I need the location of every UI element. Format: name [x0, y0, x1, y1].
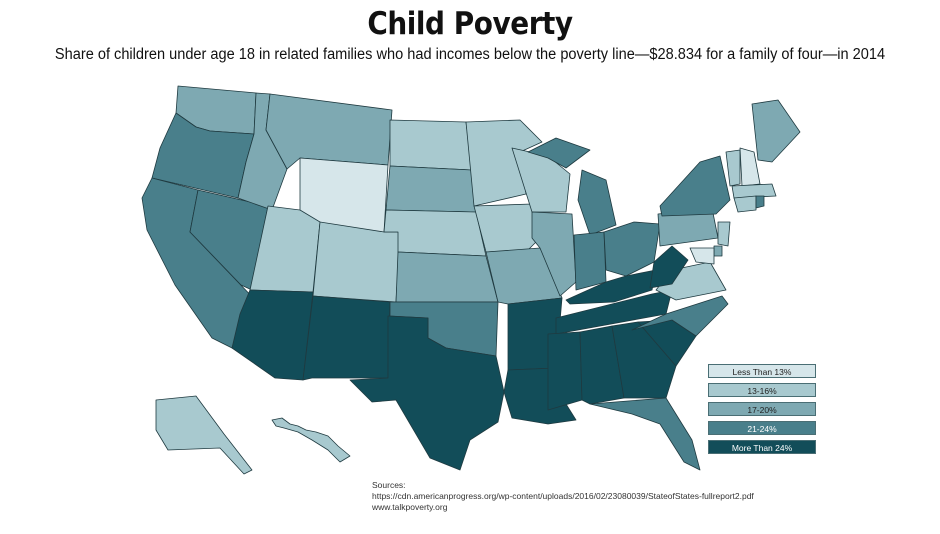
- state-de: [713, 245, 723, 257]
- state-ri: [755, 195, 765, 209]
- state-vt: [725, 149, 741, 187]
- sources-url-1: https://cdn.americanprogress.org/wp-cont…: [372, 491, 754, 501]
- state-az: [231, 289, 314, 381]
- legend-item-1: 13-16%: [708, 383, 816, 397]
- state-ct: [733, 195, 757, 213]
- state-co: [312, 221, 401, 303]
- legend-item-0: Less Than 13%: [708, 364, 816, 378]
- state-fl: [589, 397, 701, 471]
- state-il: [531, 211, 577, 297]
- state-al: [579, 325, 625, 405]
- state-ne: [383, 209, 487, 257]
- state-sd: [385, 165, 477, 213]
- legend-item-3: 21-24%: [708, 421, 816, 435]
- state-nj: [717, 221, 731, 247]
- state-ms: [547, 331, 583, 411]
- legend-item-4: More Than 24%: [708, 440, 816, 454]
- state-nh: [739, 147, 761, 187]
- state-mt: [265, 93, 393, 170]
- state-me: [751, 99, 801, 163]
- page-subtitle: Share of children under age 18 in relate…: [54, 46, 886, 63]
- state-nd: [389, 119, 473, 171]
- state-tn: [555, 289, 673, 335]
- state-ia: [473, 203, 541, 253]
- state-ny: [659, 155, 731, 217]
- sources-label: Sources:: [372, 480, 406, 490]
- state-ak: [155, 395, 253, 475]
- page-title: Child Poverty: [367, 6, 573, 42]
- state-ga: [611, 321, 677, 399]
- state-nm: [302, 295, 391, 381]
- state-nc: [631, 295, 729, 337]
- state-wv: [649, 245, 689, 289]
- state-hi: [271, 417, 351, 463]
- legend-item-2: 17-20%: [708, 402, 816, 416]
- state-in: [573, 231, 607, 291]
- state-md: [689, 247, 715, 265]
- state-tx: [349, 315, 505, 471]
- sources-url-2: www.talkpoverty.org: [372, 502, 448, 512]
- state-ma: [731, 183, 777, 199]
- state-oh: [603, 221, 661, 277]
- state-mi: [577, 169, 617, 236]
- sources: Sources: https://cdn.americanprogress.or…: [372, 480, 754, 513]
- state-mi: [527, 137, 591, 169]
- state-ks: [395, 251, 499, 303]
- legend: Less Than 13% 13-16% 17-20% 21-24% More …: [708, 364, 816, 459]
